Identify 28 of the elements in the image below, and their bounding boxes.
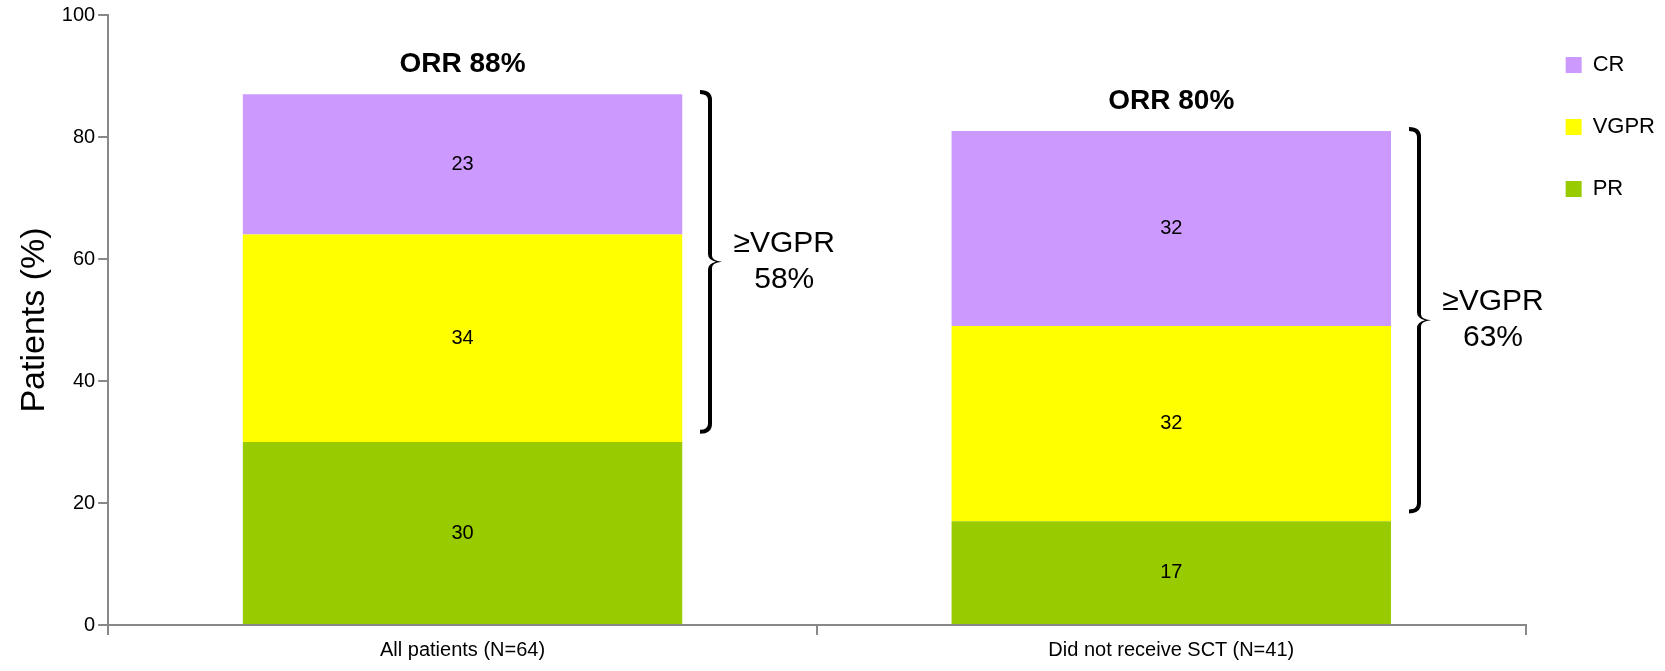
bar [951, 326, 1391, 522]
y-tick-label: 0 [84, 612, 96, 635]
y-tick-label: 20 [72, 490, 96, 513]
x-tick-label: Did not receive SCT (N=41) [1048, 637, 1295, 660]
legend-label: CR [1592, 51, 1625, 77]
annotation: ORR 88% [399, 47, 526, 79]
legend-label: VGPR [1592, 113, 1656, 139]
y-tick-label: 80 [72, 124, 96, 147]
y-axis-title: Patients (%) [12, 227, 51, 413]
x-tick-label: All patients (N=64) [380, 637, 546, 660]
data-label: 34 [451, 325, 474, 348]
y-tick-label: 100 [61, 2, 96, 25]
data-label: 23 [451, 151, 474, 174]
bar [242, 94, 683, 235]
data-label: 17 [1160, 560, 1183, 583]
bar [951, 130, 1391, 327]
bar [951, 521, 1391, 624]
legend-label: PR [1592, 175, 1624, 201]
y-tick-label: 60 [72, 246, 96, 269]
annotation: ≥VGPR 58% [733, 225, 835, 295]
annotation: ORR 80% [1108, 83, 1235, 115]
data-label: 32 [1160, 411, 1183, 434]
bar [242, 234, 683, 442]
bar [242, 442, 683, 624]
data-label: 32 [1160, 216, 1183, 239]
data-label: 30 [451, 520, 474, 543]
annotation: ≥VGPR 63% [1442, 283, 1544, 353]
y-tick-label: 40 [72, 368, 96, 391]
